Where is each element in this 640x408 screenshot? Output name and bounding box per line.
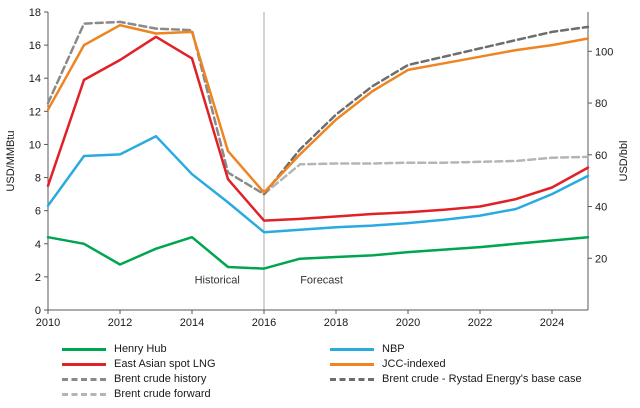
chart-legend: Henry Hub NBP East Asian spot LNG JCC-index… xyxy=(0,338,640,402)
x-axis-tick-label: 2018 xyxy=(324,317,348,329)
annotation-label: Historical xyxy=(195,275,240,287)
legend-label: Brent crude - Rystad Energy's base case xyxy=(382,373,582,385)
legend-item: East Asian spot LNG xyxy=(62,357,330,372)
series-line xyxy=(46,20,266,196)
left-axis-tick-label: 10 xyxy=(29,139,41,151)
left-axis-tick-label: 18 xyxy=(29,7,41,19)
left-axis-tick-label: 14 xyxy=(29,73,41,85)
x-axis-tick-label: 2020 xyxy=(396,317,420,329)
legend-swatch xyxy=(330,363,374,366)
series-line xyxy=(262,25,590,196)
left-axis-tick-label: 6 xyxy=(35,206,41,218)
series-line xyxy=(46,134,590,234)
right-axis-tick-label: 40 xyxy=(595,202,607,214)
legend-item: JCC-indexed xyxy=(330,357,640,372)
legend-item: Brent crude history xyxy=(62,372,330,387)
left-axis-tick-label: 0 xyxy=(35,305,41,317)
x-axis-tick-label: 2010 xyxy=(36,317,60,329)
x-axis-tick-label: 2024 xyxy=(540,317,564,329)
right-axis-tick-label: 100 xyxy=(595,46,613,58)
series-line xyxy=(46,23,590,194)
right-axis-tick-label: 80 xyxy=(595,98,607,110)
legend-swatch xyxy=(330,378,374,381)
x-axis-tick-label: 2022 xyxy=(468,317,492,329)
left-axis-title: USD/MMBtu xyxy=(5,130,17,191)
legend-label: Henry Hub xyxy=(114,343,167,355)
legend-item: Brent crude forward xyxy=(62,387,330,402)
x-axis-tick-label: 2012 xyxy=(108,317,132,329)
legend-swatch xyxy=(62,393,106,396)
left-axis-tick-label: 4 xyxy=(35,239,41,251)
left-axis-tick-label: 2 xyxy=(35,272,41,284)
legend-label: NBP xyxy=(382,343,405,355)
left-axis-tick-label: 16 xyxy=(29,40,41,52)
legend-label: JCC-indexed xyxy=(382,358,446,370)
series-line xyxy=(46,235,590,270)
legend-item: Henry Hub xyxy=(62,342,330,357)
left-axis-tick-label: 8 xyxy=(35,173,41,185)
series-line xyxy=(262,155,590,196)
left-axis-tick-label: 12 xyxy=(29,106,41,118)
x-axis-tick-label: 2014 xyxy=(180,317,204,329)
legend-swatch xyxy=(62,348,106,351)
legend-empty-cell xyxy=(330,387,640,402)
right-axis-tick-label: 60 xyxy=(595,150,607,162)
legend-label: Brent crude history xyxy=(114,373,207,385)
right-axis-tick-label: 20 xyxy=(595,253,607,265)
legend-swatch xyxy=(62,378,106,381)
legend-swatch xyxy=(330,348,374,351)
annotation-label: Forecast xyxy=(300,275,343,287)
legend-item: Brent crude - Rystad Energy's base case xyxy=(330,372,640,387)
x-axis-tick-label: 2016 xyxy=(252,317,276,329)
legend-label: East Asian spot LNG xyxy=(114,358,216,370)
legend-swatch xyxy=(62,363,106,366)
price-chart: 0 2 4 6 8 10 12 14 16 18 20 40 60 80 100 2010 2012 2014 20… xyxy=(5,7,630,329)
series-line xyxy=(46,35,590,222)
legend-label: Brent crude forward xyxy=(114,388,211,400)
legend-item: NBP xyxy=(330,342,640,357)
right-axis-title: USD/bbl xyxy=(618,141,630,182)
